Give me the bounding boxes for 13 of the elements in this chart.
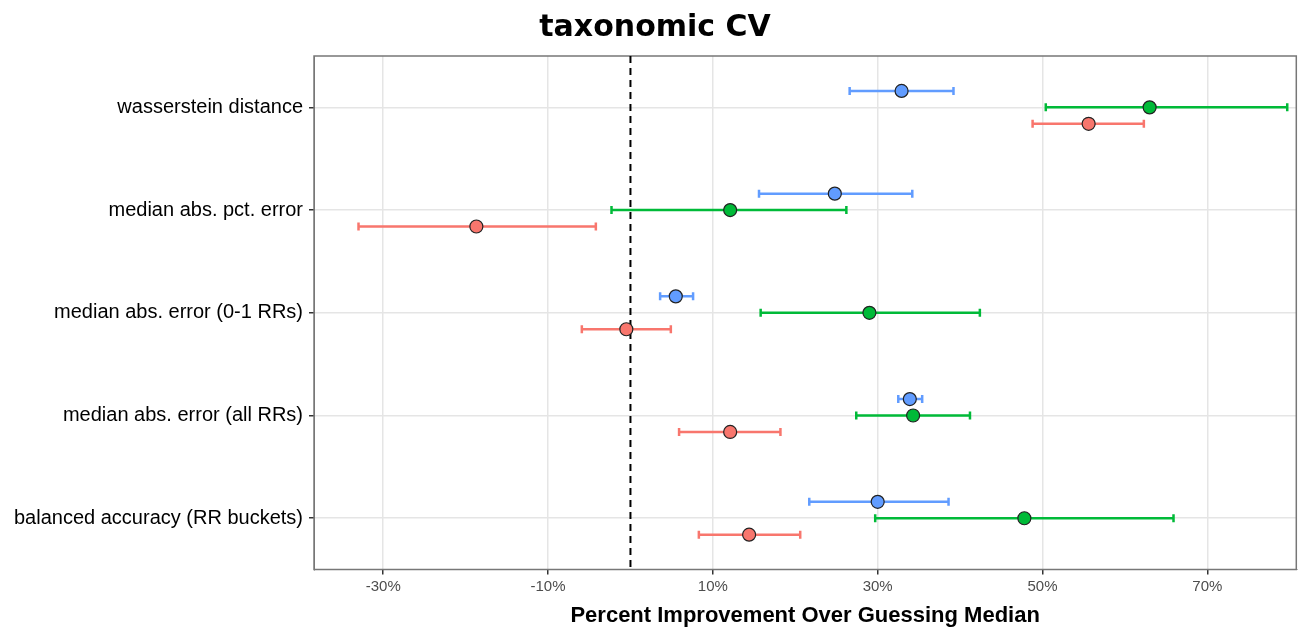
x-tick-label: 50% [1027,576,1058,594]
y-tick-label: median abs. pct. error [108,197,304,220]
x-tick-label: -10% [530,576,566,594]
x-tick-label: -30% [365,576,401,594]
x-tick-label: 30% [862,576,893,594]
x-tick-label: 10% [697,576,728,594]
x-axis-title: Percent Improvement Over Guessing Median [570,601,1040,627]
y-tick-label: balanced accuracy (RR buckets) [14,505,304,528]
x-tick-label: 70% [1192,576,1223,594]
y-tick-label: median abs. error (0-1 RRs) [54,300,304,323]
y-tick-label: wasserstein distance [116,94,304,117]
y-tick-label: median abs. error (all RRs) [62,403,304,426]
chart-title: taxonomic CV [539,7,772,43]
